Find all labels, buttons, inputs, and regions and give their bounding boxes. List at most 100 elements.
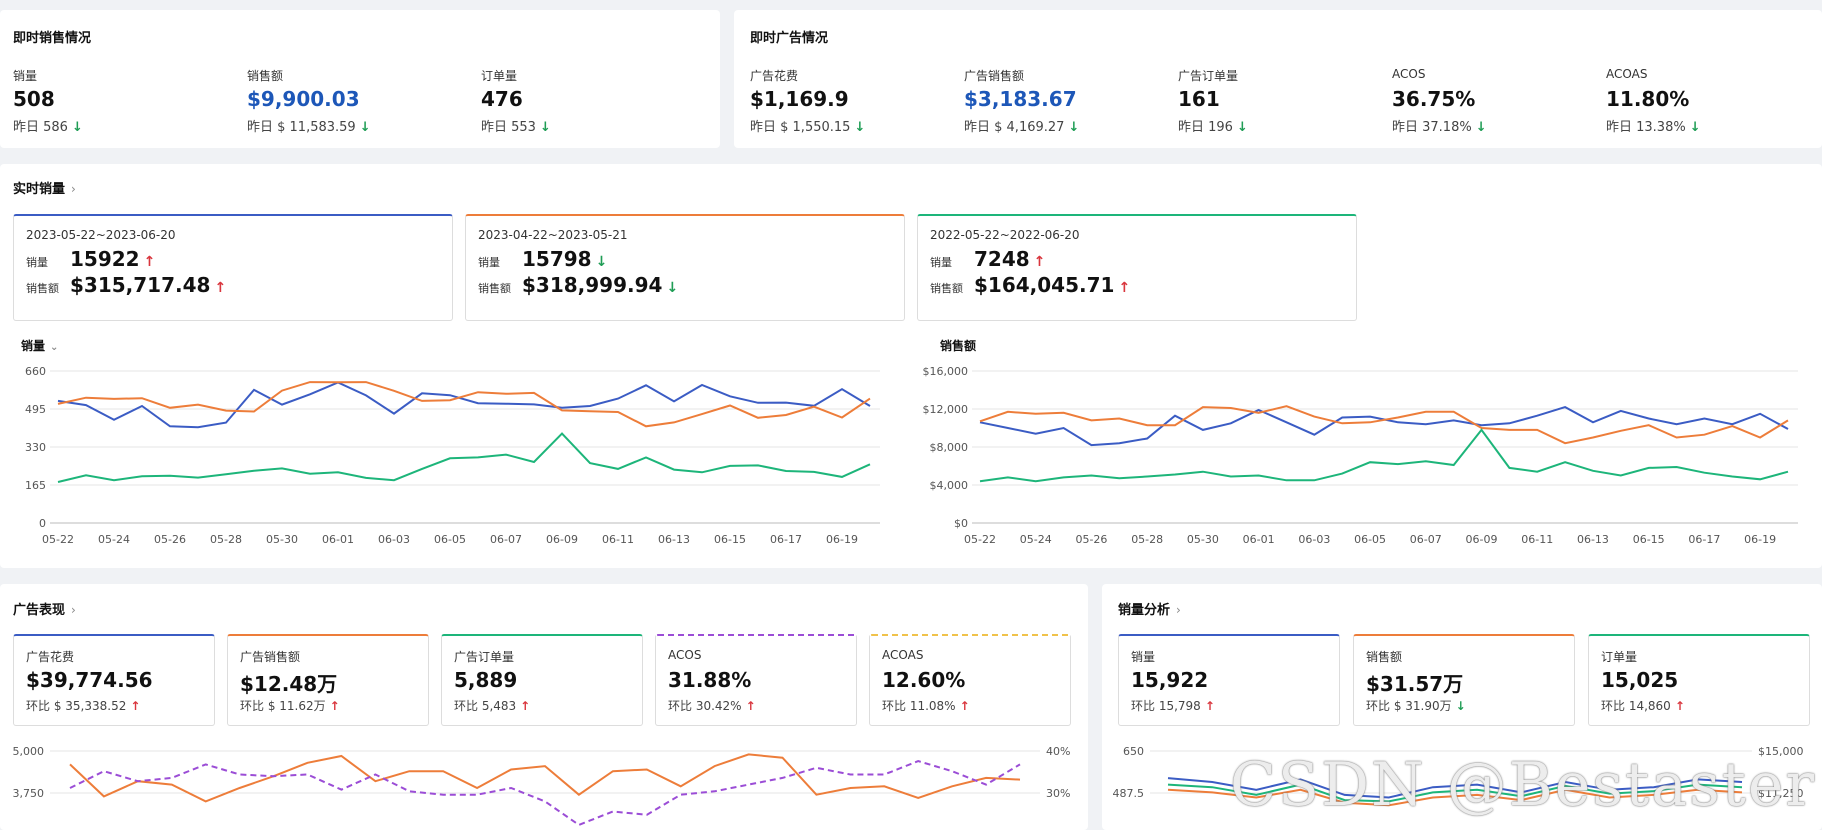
x-tick-label: 05-24: [1020, 533, 1052, 546]
period-range: 2023-05-22~2023-06-20: [26, 228, 176, 242]
ad-kpi-card[interactable]: 广告销售额 $12.48万 环比 $ 11.62万 ↑: [227, 634, 429, 726]
chevron-right-icon: ›: [71, 603, 76, 617]
ad-kpi-card[interactable]: ACOS 31.88% 环比 30.42% ↑: [655, 634, 857, 726]
sales-qty-dropdown[interactable]: 销量 ⌄: [21, 337, 58, 354]
arrow-up-icon: ↑: [130, 699, 141, 713]
kpi-value: $12.48万: [240, 672, 338, 696]
metric-value: 476: [481, 87, 523, 111]
kpi-compare: 环比 15,798 ↑: [1131, 697, 1215, 714]
y-left-tick-label: 487.5: [1113, 787, 1145, 800]
period-card[interactable]: 2022-05-22~2022-06-20 销量 7248 ↑ 销售额 $164,045.…: [917, 214, 1357, 321]
period-amt-value: $164,045.71: [974, 273, 1115, 297]
y-right-tick-label: $11,250: [1758, 787, 1804, 800]
period-qty: 15922 ↑: [70, 247, 155, 271]
period-amt-label: 销售额: [478, 282, 511, 295]
period-qty-value: 7248: [974, 247, 1030, 271]
y-tick-label: $8,000: [930, 441, 969, 454]
sales-analysis-title[interactable]: 销量分析 ›: [1118, 599, 1181, 618]
arrow-up-icon: ↑: [1033, 254, 1046, 270]
kpi-compare: 环比 5,483 ↑: [454, 697, 530, 714]
x-tick-label: 06-03: [1298, 533, 1330, 546]
metric-value: 36.75%: [1392, 87, 1476, 111]
x-tick-label: 05-24: [98, 533, 130, 546]
x-tick-label: 06-19: [1744, 533, 1776, 546]
metric-value: 11.80%: [1606, 87, 1690, 111]
metric-value: 508: [13, 87, 55, 111]
arrow-up-icon: ↑: [1674, 699, 1685, 713]
kpi-compare: 环比 14,860 ↑: [1601, 697, 1685, 714]
kpi-value: 12.60%: [882, 668, 966, 692]
arrow-down-icon: ↓: [666, 280, 679, 296]
arrow-up-icon: ↑: [745, 699, 756, 713]
kpi-compare-text: 环比 $ 31.90万: [1366, 699, 1452, 713]
sales-analysis-kpi-card[interactable]: 销量 15,922 环比 15,798 ↑: [1118, 634, 1340, 726]
metric-yesterday: 昨日 13.38% ↓: [1606, 116, 1701, 135]
instant-ads-title: 即时广告情况: [750, 31, 829, 46]
series-line-2: [1167, 783, 1743, 803]
y-tick-label: $12,000: [923, 403, 969, 416]
period-amt: $164,045.71 ↑: [974, 273, 1130, 297]
sales-analysis-kpi-card[interactable]: 销售额 $31.57万 环比 $ 31.90万 ↓: [1353, 634, 1575, 726]
kpi-compare-text: 环比 5,483: [454, 699, 517, 713]
kpi-label: 广告花费: [26, 650, 75, 664]
sales-qty-dropdown-label: 销量: [21, 339, 46, 353]
arrow-up-icon: ↑: [329, 699, 340, 713]
sales-analysis-title-text: 销量分析: [1118, 603, 1171, 618]
x-tick-label: 06-17: [770, 533, 802, 546]
instant-ads-card: 即时广告情况 广告花费 $1,169.9 昨日 $ 1,550.15 ↓ 广告销售额 $3…: [734, 10, 1822, 148]
kpi-compare-text: 环比 14,860: [1601, 699, 1671, 713]
x-tick-label: 05-22: [42, 533, 74, 546]
y-tick-label: 0: [39, 517, 46, 530]
kpi-compare: 环比 11.08% ↑: [882, 697, 970, 714]
metric-label: ACOS: [1392, 67, 1426, 81]
x-tick-label: 06-13: [658, 533, 690, 546]
y-right-tick-label: 40%: [1046, 745, 1070, 758]
metric-yesterday: 昨日 553 ↓: [481, 116, 551, 135]
metric-yesterday: 昨日 $ 4,169.27 ↓: [964, 116, 1079, 135]
metric-yesterday-text: 昨日 $ 11,583.59: [247, 120, 356, 135]
chevron-down-icon: ⌄: [50, 342, 59, 353]
ad-performance-title[interactable]: 广告表现 ›: [13, 599, 76, 618]
x-tick-label: 06-07: [1410, 533, 1442, 546]
metric-yesterday: 昨日 586 ↓: [13, 116, 83, 135]
period-card[interactable]: 2023-05-22~2023-06-20 销量 15922 ↑ 销售额 $315,717…: [13, 214, 453, 321]
metric-yesterday: 昨日 196 ↓: [1178, 116, 1248, 135]
sales-analysis-kpi-card[interactable]: 订单量 15,025 环比 14,860 ↑: [1588, 634, 1810, 726]
metric-yesterday-text: 昨日 37.18%: [1392, 120, 1472, 135]
metric-yesterday: 昨日 37.18% ↓: [1392, 116, 1487, 135]
y-tick-label: $4,000: [930, 479, 969, 492]
kpi-label: 广告订单量: [454, 650, 515, 664]
period-amt-value: $318,999.94: [522, 273, 663, 297]
y-tick-label: 495: [25, 403, 46, 416]
period-card[interactable]: 2023-04-22~2023-05-21 销量 15798 ↓ 销售额 $318,999…: [465, 214, 905, 321]
period-qty-label: 销量: [478, 256, 500, 269]
metric-yesterday-text: 昨日 13.38%: [1606, 120, 1686, 135]
kpi-compare: 环比 $ 35,338.52 ↑: [26, 697, 140, 714]
y-tick-label: 330: [25, 441, 46, 454]
ad-performance-title-text: 广告表现: [13, 603, 66, 618]
ad-performance-card: 广告表现 › 广告花费 $39,774.56 环比 $ 35,338.52 ↑ 广告销售额…: [0, 584, 1088, 830]
ad-kpi-card[interactable]: ACOAS 12.60% 环比 11.08% ↑: [869, 634, 1071, 726]
x-tick-label: 05-28: [210, 533, 242, 546]
series-line-0: [1167, 777, 1743, 799]
kpi-value: 31.88%: [668, 668, 752, 692]
period-amt: $318,999.94 ↓: [522, 273, 678, 297]
x-tick-label: 05-30: [1187, 533, 1219, 546]
kpi-compare-text: 环比 $ 11.62万: [240, 699, 326, 713]
series-line-1: [57, 381, 871, 428]
kpi-value: 15,025: [1601, 668, 1679, 692]
kpi-compare: 环比 $ 11.62万 ↑: [240, 697, 340, 714]
sales-amount-line-chart: $0 $4,000 $8,000 $12,000 $16,000 05-22 05-24 05…: [923, 365, 1798, 546]
ad-kpi-card[interactable]: 广告订单量 5,889 环比 5,483 ↑: [441, 634, 643, 726]
ad-kpi-card[interactable]: 广告花费 $39,774.56 环比 $ 35,338.52 ↑: [13, 634, 215, 726]
arrow-up-icon: ↑: [959, 699, 970, 713]
x-tick-label: 06-03: [378, 533, 410, 546]
realtime-sales-title-text: 实时销量: [13, 182, 66, 197]
x-tick-label: 05-26: [154, 533, 186, 546]
realtime-sales-title[interactable]: 实时销量 ›: [13, 178, 76, 197]
x-tick-label: 06-19: [826, 533, 858, 546]
arrow-down-icon: ↓: [854, 120, 866, 135]
metric-yesterday-text: 昨日 $ 4,169.27: [964, 120, 1065, 135]
period-amt-label: 销售额: [930, 282, 963, 295]
arrow-up-icon: ↑: [143, 254, 156, 270]
